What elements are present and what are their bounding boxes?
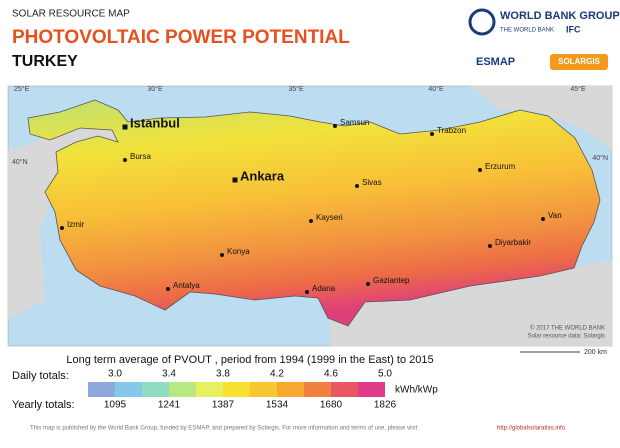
legend-swatch xyxy=(277,382,304,397)
legend-swatch xyxy=(250,382,277,397)
city-label: Konya xyxy=(227,247,250,256)
city-label: Samsun xyxy=(340,118,369,127)
city-label: Ankara xyxy=(240,168,285,183)
city-label: Trabzon xyxy=(437,126,466,135)
legend-swatch xyxy=(169,382,196,397)
legend: 3.0 3.4 3.8 4.2 4.6 5.0 1095 1241 1387 1534 1680 18… xyxy=(88,369,397,411)
yearly-value: 1241 xyxy=(158,400,181,411)
legend-swatch xyxy=(304,382,331,397)
city-dot xyxy=(366,282,370,286)
credit: Solar resource data: Solargis xyxy=(528,334,605,340)
footer-text: This map is published by the World Bank … xyxy=(30,426,418,432)
city-label: Kayseri xyxy=(316,213,343,222)
logo-text: WORLD BANK GROUP xyxy=(500,10,620,22)
logo-text: ESMAP xyxy=(476,56,515,68)
city-dot xyxy=(305,290,309,294)
city-dot xyxy=(478,168,482,172)
daily-value: 4.2 xyxy=(270,369,284,380)
daily-value: 4.6 xyxy=(324,369,338,380)
graticule-label: 40°N xyxy=(592,154,608,162)
city-dot xyxy=(541,217,545,221)
yearly-value: 1095 xyxy=(104,400,127,411)
country: TURKEY xyxy=(12,53,78,70)
daily-value: 3.4 xyxy=(162,369,176,380)
legend-swatch xyxy=(358,382,385,397)
graticule-label: 40°N xyxy=(12,158,28,166)
footer-link[interactable]: http://globalsolaratlas.info. xyxy=(497,426,567,432)
turkey xyxy=(27,99,601,327)
city-dot xyxy=(333,124,337,128)
city-dot xyxy=(355,184,359,188)
legend-swatch xyxy=(196,382,223,397)
city-label: Bursa xyxy=(130,152,151,161)
city-label: Antalya xyxy=(173,281,200,290)
legend-label: Daily totals: xyxy=(12,370,69,382)
city-dot xyxy=(309,219,313,223)
yearly-value: 1534 xyxy=(266,400,289,411)
neighbour-land xyxy=(470,86,612,150)
graticule-label: 45°E xyxy=(570,85,586,93)
graticule-label: 25°E xyxy=(14,85,30,93)
graticule-label: 30°E xyxy=(147,85,163,93)
city-dot xyxy=(220,253,224,257)
solargis-badge xyxy=(550,54,608,70)
city-dot xyxy=(166,287,170,291)
legend-swatch xyxy=(331,382,358,397)
logo-text: IFC xyxy=(566,24,581,34)
city-label: Izmir xyxy=(67,220,85,229)
legend-swatch xyxy=(88,382,115,397)
legend-title: Long term average of PVOUT , period from… xyxy=(66,354,433,366)
city-dot xyxy=(123,158,127,162)
neighbour-land xyxy=(330,260,612,346)
daily-value: 3.8 xyxy=(216,369,230,380)
scale-label: 200 km xyxy=(584,349,607,356)
city-dot xyxy=(122,124,128,130)
yearly-value: 1387 xyxy=(212,400,235,411)
legend-unit: kWh/kWp xyxy=(395,385,438,396)
logo-text: SOLARGIS xyxy=(558,57,600,66)
city-label: Sivas xyxy=(362,178,382,187)
graticule-label: 40°E xyxy=(428,85,444,93)
logo-text: THE WORLD BANK xyxy=(500,28,554,34)
city-label: Diyarbakir xyxy=(495,238,531,247)
city-dot xyxy=(488,244,492,248)
legend-swatch xyxy=(142,382,169,397)
title: PHOTOVOLTAIC POWER POTENTIAL xyxy=(12,27,350,48)
daily-value: 5.0 xyxy=(378,369,392,380)
kicker: SOLAR RESOURCE MAP xyxy=(12,9,130,20)
graticule-label: 35°E xyxy=(288,85,304,93)
city-label: Van xyxy=(548,211,562,220)
daily-value: 3.0 xyxy=(108,369,122,380)
city-dot xyxy=(232,177,238,183)
legend-label: Yearly totals: xyxy=(12,399,75,411)
copyright: © 2017 THE WORLD BANK xyxy=(530,325,605,332)
yearly-value: 1826 xyxy=(374,400,397,411)
city-label: Istanbul xyxy=(130,115,180,130)
legend-swatch xyxy=(115,382,142,397)
city-dot xyxy=(60,226,64,230)
city-label: Erzurum xyxy=(485,162,516,171)
yearly-value: 1680 xyxy=(320,400,343,411)
city-label: Gaziantep xyxy=(373,276,410,285)
wb-logo xyxy=(468,8,496,36)
legend-swatch xyxy=(223,382,250,397)
city-dot xyxy=(430,132,434,136)
city-label: Adana xyxy=(312,284,336,293)
map-labels: 25°E 30°E 35°E 40°E 45°E 40°N 40°N Istanbul Burs… xyxy=(12,85,608,294)
